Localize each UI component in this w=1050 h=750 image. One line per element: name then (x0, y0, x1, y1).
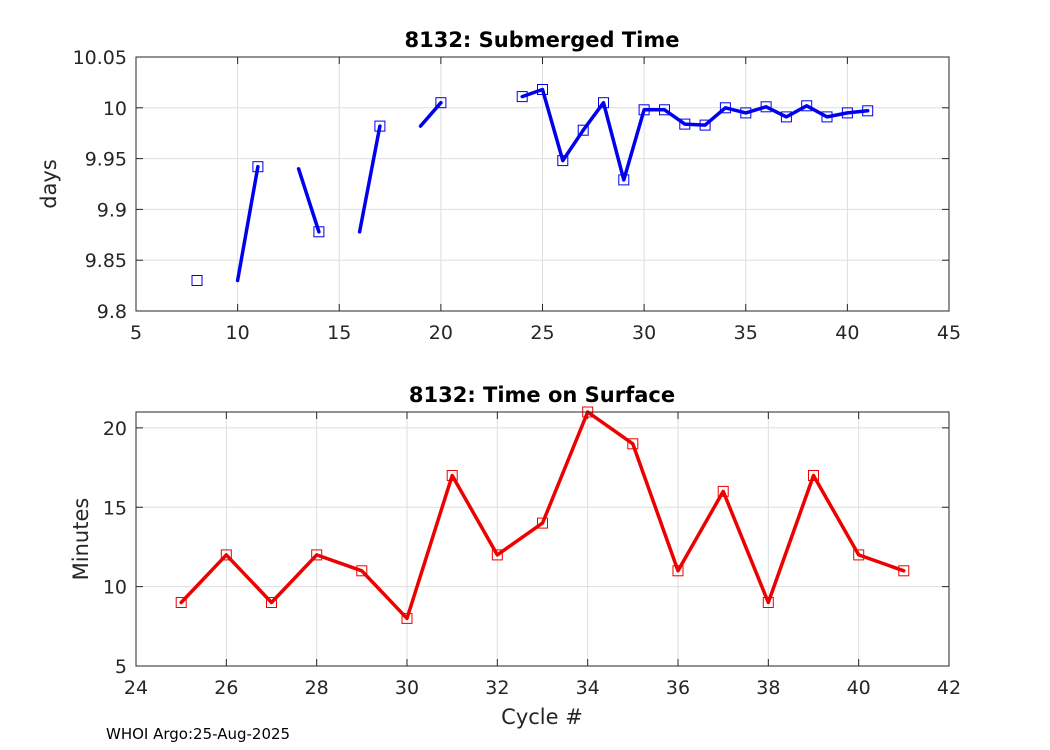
data-point (808, 470, 819, 481)
series-line (418, 100, 443, 128)
y-tick-label: 9.85 (85, 250, 127, 272)
data-point (446, 470, 458, 481)
x-tick-label: 30 (395, 677, 419, 699)
data-point (719, 102, 731, 114)
data-point (577, 124, 589, 136)
data-point (537, 84, 548, 95)
data-point (491, 549, 503, 561)
x-tick-label: 10 (226, 322, 250, 344)
y-tick-label: 15 (103, 497, 127, 519)
x-tick-label: 34 (576, 677, 600, 699)
x-tick-label: 30 (632, 322, 656, 344)
data-point (401, 612, 413, 624)
x-axis-label: Cycle # (501, 705, 583, 729)
data-point (313, 226, 325, 238)
data-point (220, 549, 232, 561)
x-tick-label: 25 (530, 322, 554, 344)
y-tick-labels: 5 10 15 20 (103, 418, 127, 678)
x-tick-labels: 5 10 15 20 25 30 35 40 45 (130, 322, 961, 344)
x-tick-label: 35 (734, 322, 758, 344)
series-submerged-time (191, 84, 874, 286)
y-tick-labels: 9.8 9.85 9.9 9.95 10 10.05 (73, 47, 127, 323)
data-point (760, 101, 772, 113)
data-point (841, 107, 853, 119)
x-tick-label: 40 (847, 677, 871, 699)
data-point (516, 91, 528, 103)
y-tick-label: 9.9 (97, 199, 127, 221)
data-point (659, 104, 670, 116)
y-tick-label: 9.95 (85, 149, 127, 171)
x-tick-label: 5 (130, 322, 142, 344)
y-tick-label: 9.8 (97, 301, 127, 323)
data-point (311, 549, 323, 561)
data-point (598, 97, 609, 109)
x-tick-label: 24 (124, 677, 148, 699)
y-axis-label: days (37, 159, 61, 209)
y-tick-label: 5 (115, 656, 127, 678)
data-point (618, 174, 630, 186)
data-point (717, 485, 729, 497)
data-point (672, 565, 684, 577)
data-point (740, 107, 752, 119)
data-point (266, 597, 277, 608)
data-point (557, 155, 569, 167)
chart-title: 8132: Submerged Time (404, 28, 679, 52)
data-point (762, 597, 774, 608)
data-point (638, 104, 650, 116)
data-point (356, 565, 368, 577)
data-point (374, 120, 386, 132)
x-tick-label: 32 (485, 677, 509, 699)
x-tick-labels: 24 26 28 30 32 34 36 38 40 42 (124, 677, 961, 699)
x-tick-label: 40 (835, 322, 859, 344)
plot-area (136, 412, 949, 666)
x-tick-label: 38 (756, 677, 780, 699)
footer-credit: WHOI Argo:25-Aug-2025 (106, 725, 291, 743)
chart-title: 8132: Time on Surface (409, 383, 675, 407)
data-point (862, 105, 874, 117)
axes-box (135, 56, 950, 312)
data-point (191, 275, 203, 286)
data-point (175, 597, 187, 608)
series-line (179, 410, 906, 621)
x-tick-label: 28 (305, 677, 329, 699)
data-point (252, 161, 264, 173)
series-line (296, 167, 321, 234)
y-tick-label: 10 (103, 577, 127, 599)
submerged-time-chart: 5 10 15 20 25 30 35 40 45 9.89.859.99.951010.05 … (37, 28, 961, 344)
data-point (679, 118, 691, 130)
x-tick-label: 45 (937, 322, 961, 344)
x-tick-label: 26 (214, 677, 238, 699)
time-on-surface-chart: 24 26 28 30 32 34 36 38 40 42 5 10 15 20 8132: Time … (69, 383, 961, 729)
data-point (435, 97, 447, 109)
x-tick-label: 15 (327, 322, 351, 344)
series-line (235, 164, 260, 283)
y-tick-label: 10 (103, 98, 127, 120)
x-tick-label: 20 (429, 322, 453, 344)
data-point (627, 438, 639, 450)
data-point (537, 517, 548, 529)
x-tick-label: 42 (937, 677, 961, 699)
x-tick-label: 36 (666, 677, 690, 699)
series-time-on-surface (175, 406, 910, 624)
series-line (357, 124, 382, 234)
data-point (699, 119, 711, 131)
data-point (898, 565, 910, 577)
y-axis-label: Minutes (69, 498, 93, 581)
y-tick-label: 20 (103, 418, 127, 440)
axes-box (135, 411, 950, 667)
data-point (821, 111, 833, 123)
data-point (853, 549, 865, 561)
y-tick-label: 10.05 (73, 47, 127, 69)
data-point (780, 111, 792, 123)
data-point (801, 100, 813, 112)
